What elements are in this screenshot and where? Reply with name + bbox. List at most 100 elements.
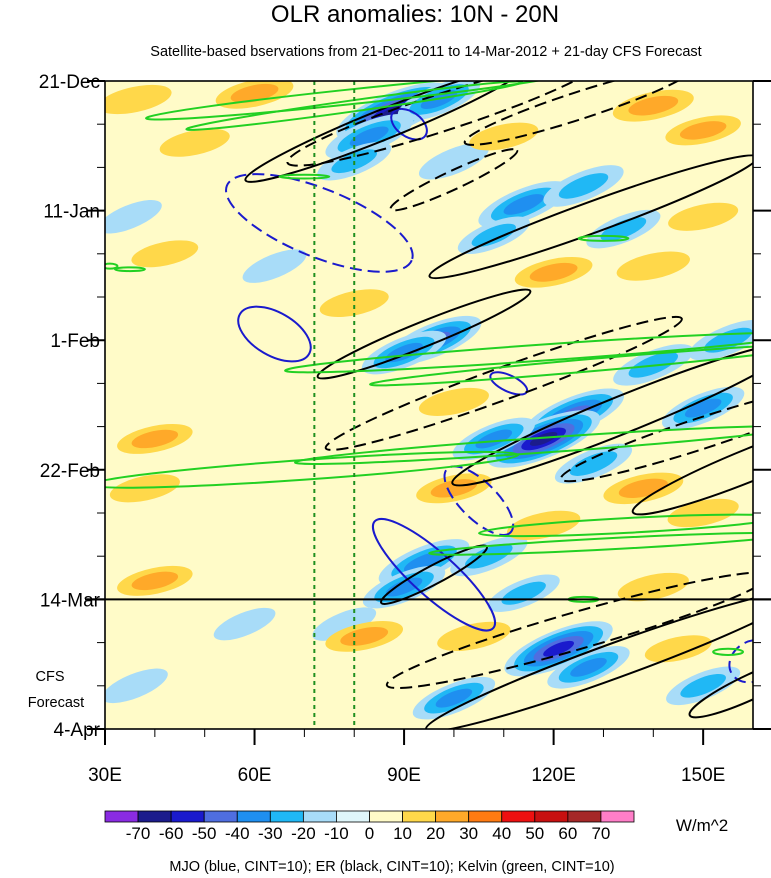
- colorbar-level-label: -10: [324, 824, 349, 843]
- colorbar-unit: W/m^2: [676, 816, 728, 835]
- forecast-label-line2: Forecast: [28, 695, 84, 711]
- contour-legend: MJO (blue, CINT=10); ER (black, CINT=10)…: [169, 859, 614, 875]
- er-contour: [424, 590, 753, 729]
- anomaly-level: [435, 688, 473, 708]
- anomaly-level: [569, 451, 618, 476]
- kelvin-contour: [294, 425, 753, 466]
- anomaly-blob: [506, 510, 581, 540]
- anomaly-blob: [117, 565, 193, 596]
- colorbar-level-label: -60: [159, 824, 184, 843]
- anomaly-level: [679, 121, 727, 140]
- colorbar-level-label: 10: [393, 824, 412, 843]
- anomaly-level: [475, 429, 513, 449]
- contour-layer: [105, 81, 753, 729]
- anomaly-level: [668, 202, 739, 231]
- chart-subtitle: Satellite-based bservations from 21-Dec-…: [150, 44, 701, 60]
- anomaly-level: [131, 429, 179, 449]
- anomaly-blob: [644, 635, 712, 663]
- anomaly-level: [506, 510, 581, 540]
- mjo-contour: [237, 305, 312, 363]
- colorbar-level-label: 50: [525, 824, 544, 843]
- forecast-label: CFS Forecast: [28, 669, 84, 711]
- anomaly-blob: [457, 216, 530, 255]
- chart-title: OLR anomalies: 10N - 20N: [271, 1, 559, 28]
- anomaly-blob: [478, 181, 570, 228]
- y-tick-label: 21-Dec: [39, 72, 100, 93]
- anomaly-level: [529, 431, 558, 446]
- x-tick-label: 90E: [387, 765, 421, 786]
- anomaly-blob: [319, 289, 389, 318]
- anomaly-blob: [514, 256, 593, 288]
- anomaly-level: [558, 173, 609, 199]
- anomaly-level: [543, 640, 575, 657]
- anomaly-blob: [117, 423, 193, 454]
- colorbar-swatch: [137, 810, 172, 823]
- anomaly-blob: [418, 142, 489, 180]
- colorbar-swatch: [468, 810, 503, 823]
- x-tick-label: 120E: [531, 765, 575, 786]
- kelvin-contour: [113, 266, 146, 273]
- er-contour: [688, 653, 753, 719]
- er-contour: [559, 383, 753, 483]
- y-tick-label: 11-Jan: [43, 202, 100, 223]
- er-contour: [631, 411, 753, 516]
- anomaly-blob: [547, 646, 630, 689]
- kelvin-contour: [478, 513, 753, 538]
- mjo-contour: [371, 517, 496, 632]
- colorbar-swatch: [369, 810, 403, 823]
- anomaly-level: [131, 240, 199, 268]
- anomaly-level: [616, 251, 690, 281]
- anomaly-blob: [105, 200, 162, 234]
- anomaly-blob: [418, 387, 489, 416]
- colorbar-level-label: 20: [426, 824, 445, 843]
- anomaly-blob: [105, 84, 172, 115]
- anomaly-blob: [215, 81, 294, 109]
- anomaly-level: [385, 342, 423, 363]
- anomaly-level: [131, 571, 179, 591]
- anomaly-blob: [325, 621, 404, 652]
- anomaly-level: [684, 398, 722, 418]
- y-tick-label: 14-Mar: [40, 590, 101, 611]
- anomaly-blob: [450, 536, 528, 577]
- anomaly-level: [465, 543, 513, 569]
- colorbar-swatch: [600, 810, 635, 823]
- colorbar-swatch: [534, 810, 569, 823]
- anomaly-blob: [312, 607, 377, 641]
- anomaly-level: [159, 128, 230, 157]
- anomaly-blob: [325, 114, 413, 160]
- anomaly-blob: [616, 251, 690, 281]
- colorbar-level-label: -40: [225, 824, 250, 843]
- colorbar-level-label: -50: [192, 824, 217, 843]
- anomaly-blob: [543, 165, 624, 207]
- axes: 21-Dec 11-Jan 1-Feb 22-Feb 14-Mar 4-Apr 30E 60E…: [39, 72, 771, 786]
- anomaly-level: [680, 673, 726, 698]
- kelvin-contour: [105, 262, 119, 270]
- colorbar-swatch: [402, 810, 437, 823]
- anomaly-level: [418, 387, 489, 416]
- kelvin-contour: [428, 531, 753, 556]
- colorbar-swatch: [269, 810, 304, 823]
- anomaly-blob: [617, 572, 689, 602]
- anomaly-level: [471, 223, 516, 247]
- x-tick-label: 150E: [681, 765, 725, 786]
- kelvin-contour: [278, 173, 331, 180]
- y-tick-label: 22-Feb: [40, 461, 100, 482]
- kelvin-contour: [284, 331, 753, 374]
- anomaly-level: [340, 626, 389, 646]
- y-tick-label: 1-Feb: [50, 331, 100, 352]
- kelvin-contours: [105, 81, 753, 656]
- colorbar-level-label: 70: [591, 824, 610, 843]
- reference-lines: [313, 81, 356, 729]
- colorbar-level-label: 0: [365, 824, 374, 843]
- anomaly-blob: [412, 676, 496, 720]
- colorbar-level-label: -20: [291, 824, 316, 843]
- colorbar-swatch: [336, 810, 370, 823]
- colorbar-swatch: [501, 810, 536, 823]
- anomaly-level: [628, 95, 679, 116]
- colorbar-swatch: [435, 810, 470, 823]
- er-contour: [389, 148, 519, 212]
- anomaly-level: [570, 657, 607, 677]
- colorbar-level-label: -70: [126, 824, 151, 843]
- er-contour: [316, 288, 532, 380]
- anomaly-blob: [667, 498, 739, 528]
